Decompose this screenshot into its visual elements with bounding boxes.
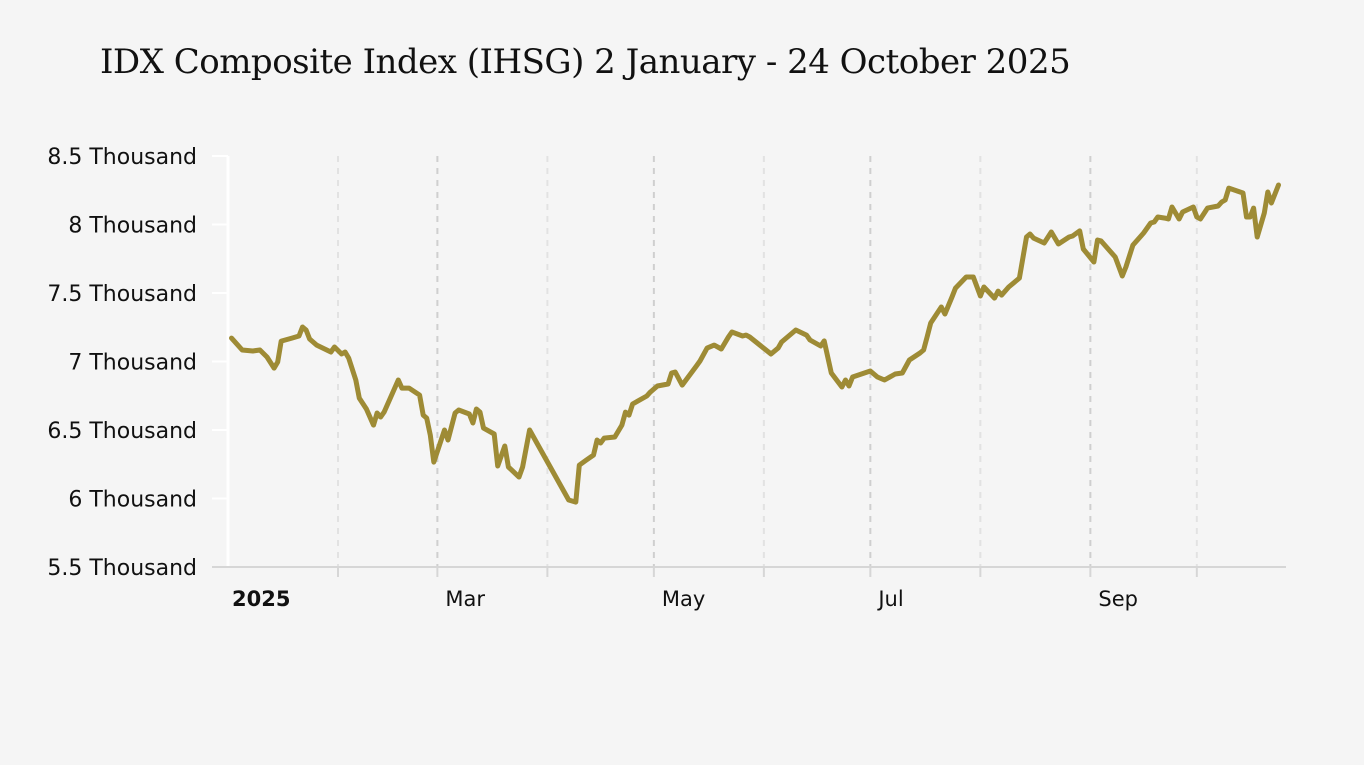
y-tick-label: 7.5 Thousand	[47, 282, 197, 307]
y-tick-label: 6.5 Thousand	[47, 419, 197, 444]
x-axis: 2025 Mar May Jul Sep	[212, 566, 1286, 611]
y-tick-label: 8 Thousand	[68, 214, 197, 239]
series-lines	[229, 182, 1281, 505]
gridlines	[337, 156, 1198, 567]
y-tick-label: 5.5 Thousand	[47, 556, 197, 581]
series-line-ihsg	[229, 182, 1281, 505]
chart-title: IDX Composite Index (IHSG) 2 January - 2…	[100, 42, 1071, 82]
x-tick-label: May	[662, 587, 705, 611]
x-tick-label: Jul	[876, 587, 903, 611]
x-tick-label: 2025	[232, 587, 290, 611]
y-tick-label: 7 Thousand	[68, 351, 197, 376]
y-tick-label: 6 Thousand	[68, 488, 197, 513]
x-tick-label: Mar	[445, 587, 485, 611]
x-tick-label: Sep	[1098, 587, 1138, 611]
y-axis: 8.5 Thousand 8 Thousand 7.5 Thousand 7 Thou…	[47, 145, 230, 581]
y-tick-label: 8.5 Thousand	[47, 145, 197, 170]
